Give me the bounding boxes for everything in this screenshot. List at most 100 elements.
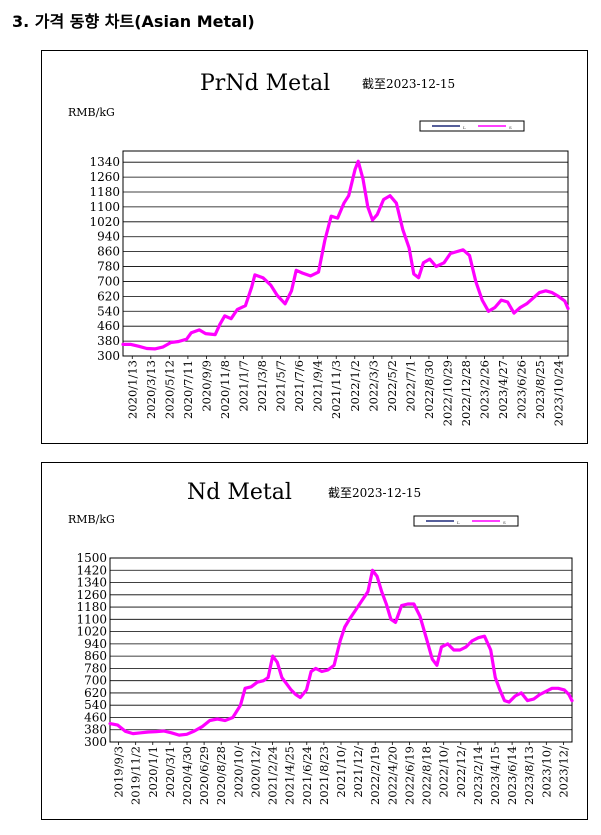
chart-subtitle: 截至2023-12-15 bbox=[328, 486, 421, 500]
x-tick-label: 2022/2/19 bbox=[368, 746, 382, 805]
x-tick-label: 2020/5/12 bbox=[162, 360, 176, 419]
x-tick-label: 2020/1/13 bbox=[125, 360, 139, 419]
x-tick-label: 2023/6/26 bbox=[515, 360, 529, 419]
y-tick-label: 860 bbox=[84, 649, 107, 663]
section-heading: 3. 가격 동향 차트(Asian Metal) bbox=[12, 12, 255, 31]
x-tick-label: 2023/4/27 bbox=[496, 360, 510, 419]
x-tick-label: 2022/5/2 bbox=[385, 360, 399, 412]
x-tick-label: 2023/8/25 bbox=[533, 360, 547, 419]
y-tick-label: 460 bbox=[84, 710, 107, 724]
nd-metal-chart-panel: Nd Metal 截至2023-12-15 RMB/kG L S 300 380 460 540… bbox=[41, 462, 588, 820]
legend-label-s: S bbox=[503, 520, 506, 525]
y-tick-label: 1100 bbox=[76, 612, 107, 626]
x-tick-label: 2021/12/ bbox=[351, 746, 365, 798]
y-tick-label: 700 bbox=[84, 674, 107, 688]
x-tick-label: 2021/1/7 bbox=[237, 360, 251, 412]
y-tick-label: 700 bbox=[97, 274, 120, 288]
y-tick-label: 540 bbox=[84, 698, 107, 712]
x-tick-label: 2021/4/25 bbox=[283, 746, 297, 805]
prnd-metal-chart-panel: PrNd Metal 截至2023-12-15 RMB/kG L S 300 380 460 5… bbox=[41, 50, 588, 444]
x-tick-label: 2021/3/8 bbox=[255, 360, 269, 412]
x-tick-label: 2020/3/13 bbox=[144, 360, 158, 419]
plot-area-frame bbox=[122, 150, 569, 357]
y-tick-label: 1020 bbox=[76, 625, 107, 639]
y-tick-label: 780 bbox=[97, 260, 120, 274]
x-tick-label: 2020/1/1 bbox=[146, 746, 160, 798]
x-tick-label: 2023/10/ bbox=[539, 746, 553, 798]
y-tick-label: 1340 bbox=[76, 576, 107, 590]
x-tick-label: 2022/8/30 bbox=[422, 360, 436, 419]
series-line-s bbox=[108, 568, 574, 737]
y-tick-label: 940 bbox=[97, 230, 120, 244]
x-tick-label: 2022/12/ bbox=[454, 746, 468, 798]
x-tick-label: 2022/6/19 bbox=[402, 746, 416, 805]
x-tick-label: 2022/7/1 bbox=[403, 360, 417, 412]
y-axis-unit-label: RMB/kG bbox=[68, 106, 115, 119]
y-tick-label: 380 bbox=[97, 334, 120, 348]
x-tick-label: 2023/10/24 bbox=[552, 360, 566, 426]
legend-box bbox=[413, 515, 519, 527]
x-tick-label: 2020/9/9 bbox=[199, 360, 213, 412]
y-tick-label: 1420 bbox=[76, 563, 107, 577]
x-tick-label: 2021/6/24 bbox=[300, 746, 314, 805]
x-tick-label: 2020/6/29 bbox=[197, 746, 211, 805]
x-tick-label: 2022/10/ bbox=[437, 746, 451, 798]
x-tick-label: 2021/8/23 bbox=[317, 746, 331, 805]
y-tick-label: 860 bbox=[97, 245, 120, 259]
y-tick-label: 1340 bbox=[89, 155, 120, 169]
y-tick-label: 620 bbox=[84, 686, 107, 700]
x-tick-label: 2020/11/8 bbox=[218, 360, 232, 419]
y-tick-label: 780 bbox=[84, 661, 107, 675]
y-tick-label: 1180 bbox=[76, 600, 107, 614]
y-tick-label: 540 bbox=[97, 304, 120, 318]
y-tick-label: 1260 bbox=[76, 588, 107, 602]
y-axis-unit-label: RMB/kG bbox=[68, 513, 115, 526]
x-tick-label: 2022/3/3 bbox=[366, 360, 380, 412]
x-tick-label: 2023/4/15 bbox=[488, 746, 502, 805]
y-tick-label: 1260 bbox=[89, 170, 120, 184]
x-tick-label: 2022/8/18 bbox=[420, 746, 434, 805]
legend-label-l: L bbox=[463, 125, 466, 130]
x-tick-label: 2021/7/6 bbox=[292, 360, 306, 412]
x-tick-label: 2021/2/24 bbox=[266, 746, 280, 805]
chart-subtitle: 截至2023-12-15 bbox=[362, 77, 455, 91]
x-tick-label: 2022/1/2 bbox=[348, 360, 362, 412]
legend-label-l: L bbox=[457, 520, 460, 525]
y-tick-label: 380 bbox=[84, 723, 107, 737]
x-tick-label: 2020/3/1 bbox=[163, 746, 177, 798]
chart-title: Nd Metal bbox=[187, 480, 292, 505]
y-tick-label: 620 bbox=[97, 289, 120, 303]
x-tick-label: 2020/7/11 bbox=[181, 360, 195, 419]
legend-label-s: S bbox=[509, 125, 512, 130]
x-tick-label: 2022/12/28 bbox=[459, 360, 473, 426]
chart-title: PrNd Metal bbox=[200, 71, 330, 96]
y-tick-label: 1020 bbox=[89, 215, 120, 229]
x-tick-label: 2019/11/2 bbox=[129, 746, 143, 805]
x-tick-label: 2021/9/4 bbox=[311, 360, 325, 412]
x-tick-label: 2019/9/3 bbox=[112, 746, 126, 798]
y-tick-label: 940 bbox=[84, 637, 107, 651]
y-tick-label: 1100 bbox=[89, 200, 120, 214]
x-tick-label: 2021/5/7 bbox=[274, 360, 288, 412]
x-tick-label: 2023/2/26 bbox=[478, 360, 492, 419]
series-line-l bbox=[122, 160, 569, 350]
y-tick-label: 460 bbox=[97, 319, 120, 333]
x-tick-label: 2021/11/3 bbox=[329, 360, 343, 419]
x-tick-label: 2022/10/29 bbox=[440, 360, 454, 426]
x-tick-label: 2020/4/30 bbox=[180, 746, 194, 805]
x-tick-label: 2022/4/20 bbox=[385, 746, 399, 805]
x-tick-label: 2023/8/13 bbox=[522, 746, 536, 805]
y-tick-label: 300 bbox=[84, 735, 107, 749]
legend-box bbox=[419, 120, 525, 132]
x-tick-label: 2020/8/28 bbox=[214, 746, 228, 805]
series-line-s bbox=[121, 159, 570, 351]
plot-area-frame bbox=[109, 557, 573, 743]
x-tick-label: 2023/12/ bbox=[556, 746, 570, 798]
x-tick-label: 2020/10/ bbox=[231, 746, 245, 798]
x-tick-label: 2023/2/14 bbox=[471, 746, 485, 805]
x-tick-label: 2023/6/14 bbox=[505, 746, 519, 805]
